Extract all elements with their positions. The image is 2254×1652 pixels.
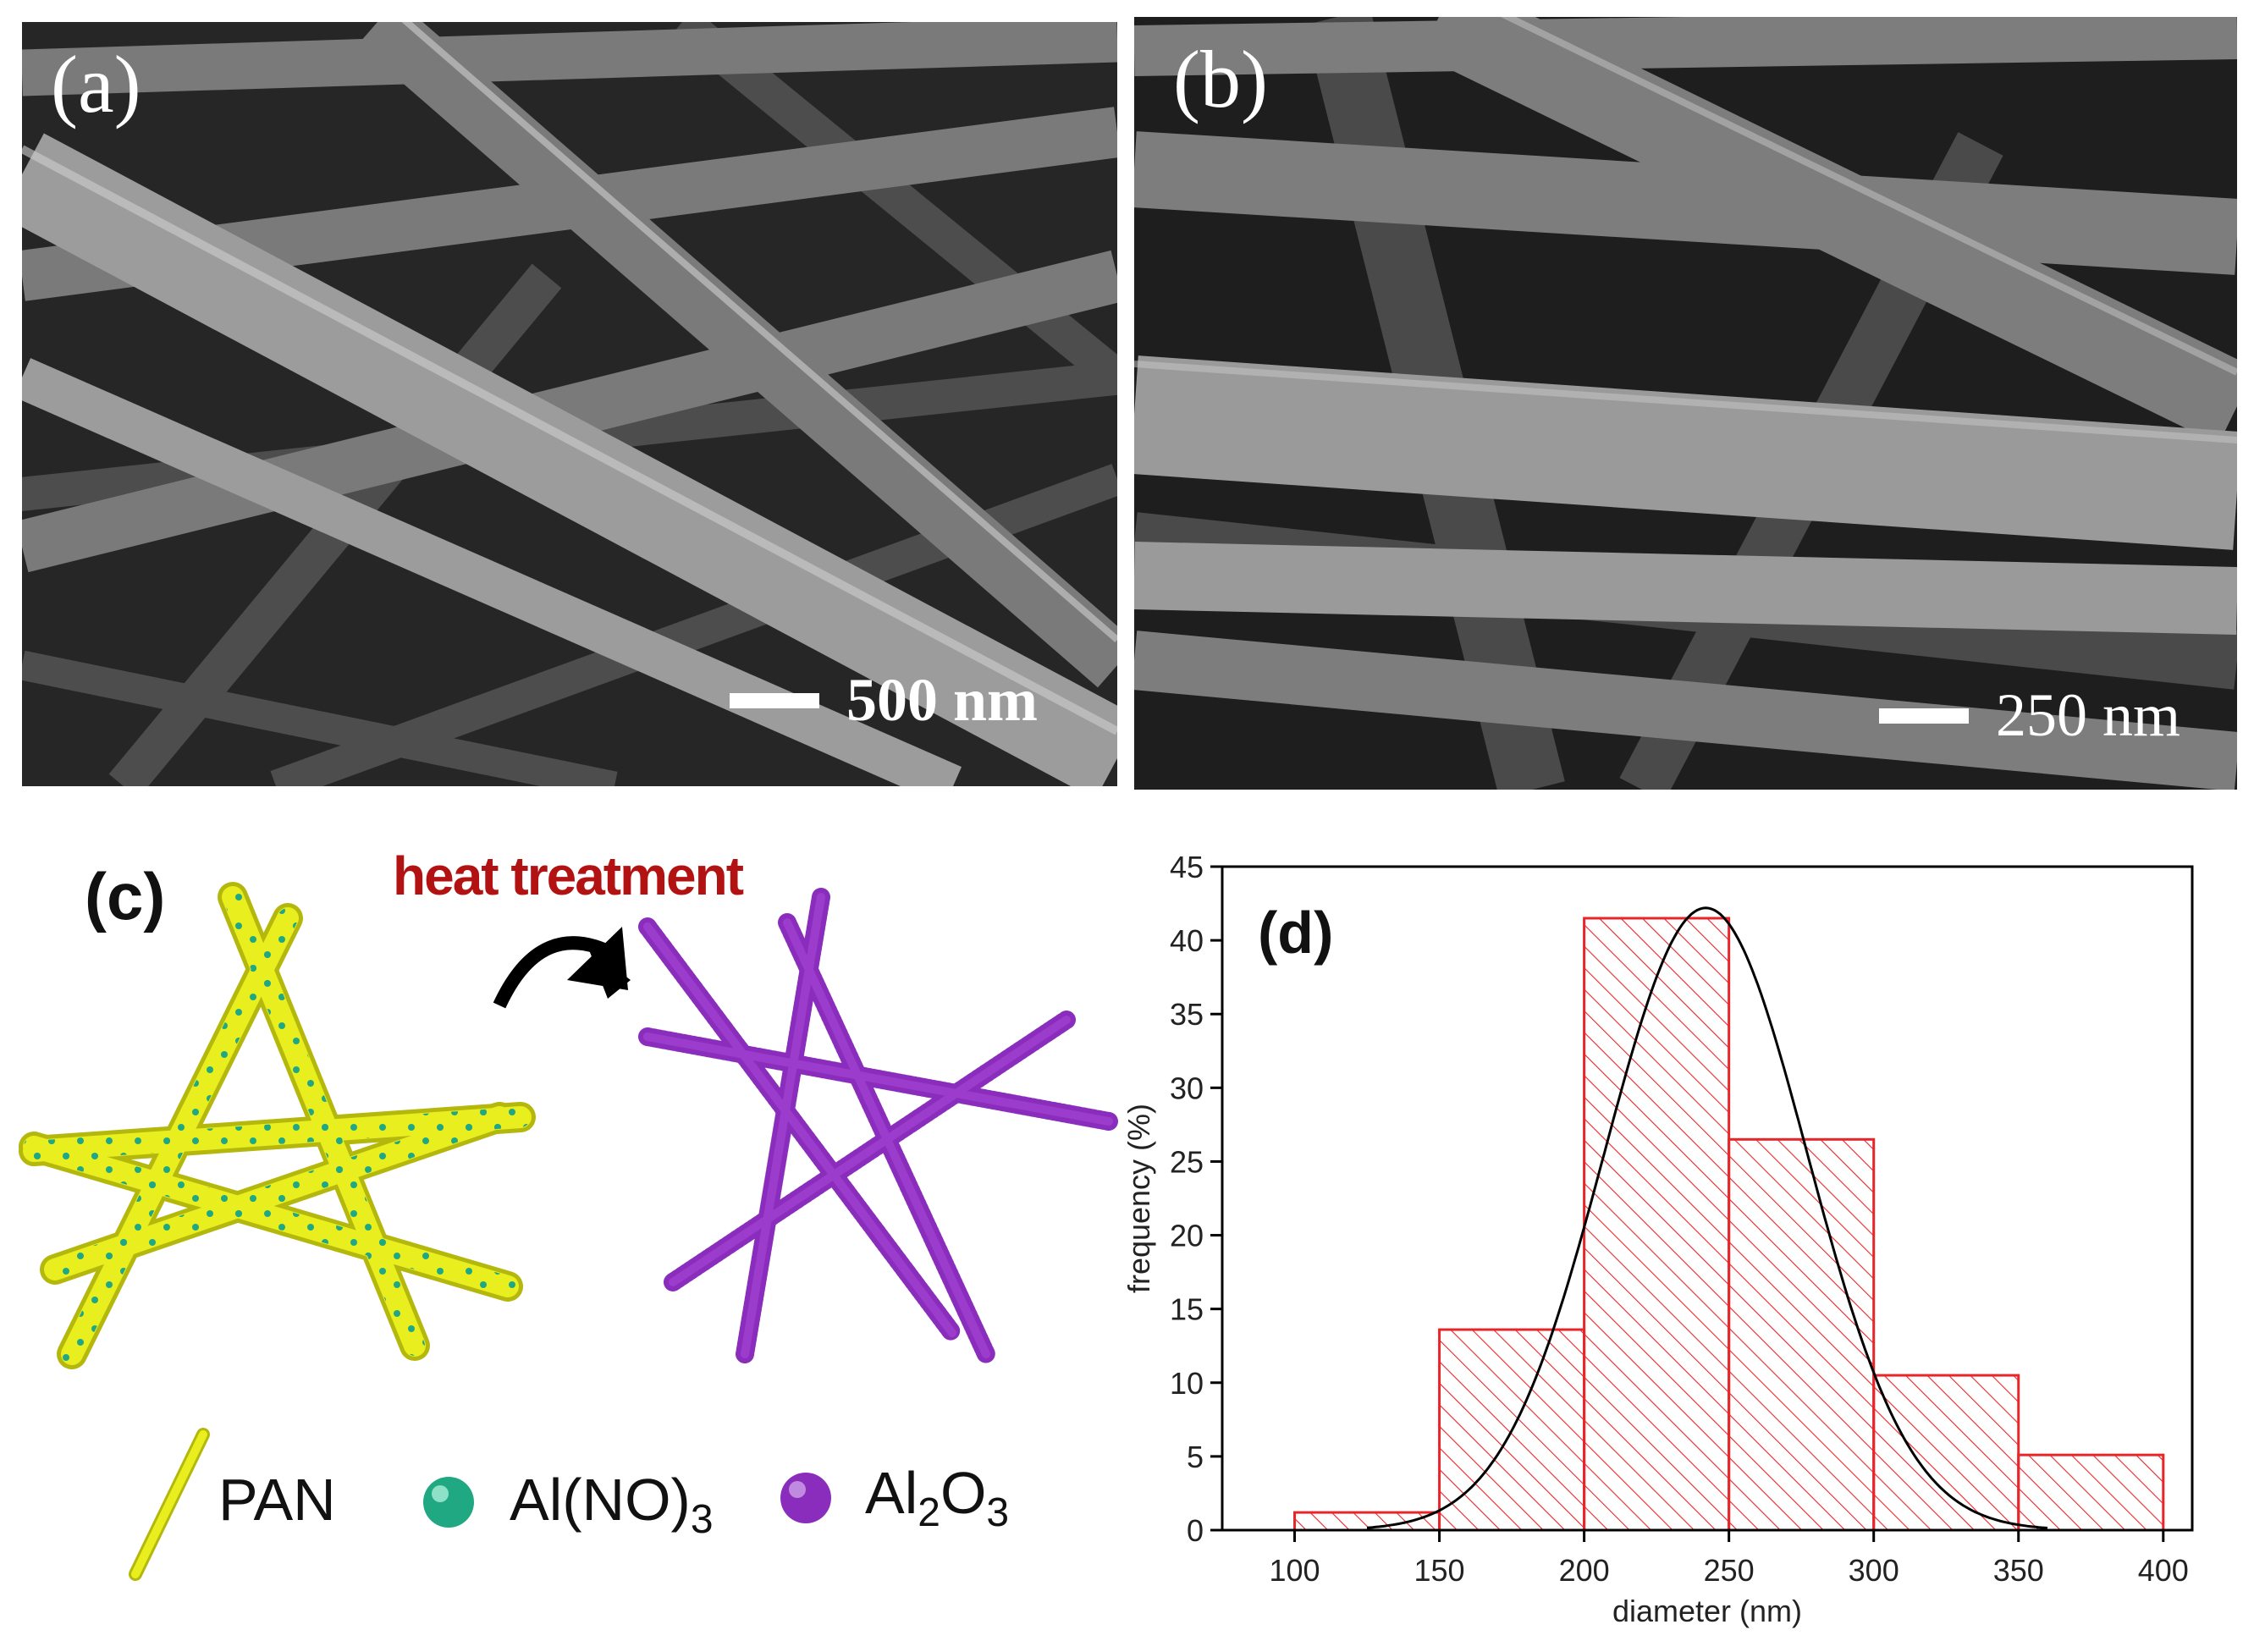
scale-text-b: 250 nm [1996,681,2181,749]
x-tick-label-300: 300 [1849,1553,1899,1588]
scale-bar-b [1879,708,1969,724]
alumina-fibers-core [643,893,1113,1358]
plot-frame [1221,865,2194,1532]
scale-text-a: 500 nm [846,666,1039,734]
legend-oxide-sub1: 2 [918,1490,940,1535]
axis-ticks: 100 150 200 250 300 350 400 0 5 10 15 20 25 30 35 40 45 [1170,850,2189,1588]
scale-a: 500 nm [730,665,1038,735]
sem-image-a: (a) 500 nm [22,22,1117,786]
panel-label-d: (d) [1258,900,1333,966]
y-tick-label-15: 15 [1170,1292,1204,1327]
x-axis-title: diameter (nm) [1612,1594,1802,1628]
schematic-panel: (c) heat treatment PAN Al(NO)3 Al2O3 [0,829,1126,1652]
x-tick-label-150: 150 [1414,1553,1465,1588]
y-tick-label-45: 45 [1170,850,1204,884]
sem-fibers-b [1134,17,2237,790]
legend-oxide: Al2O3 [865,1459,1009,1536]
legend-nitrate: Al(NO)3 [510,1466,714,1543]
legend-oxide-al: Al [865,1460,918,1526]
y-tick-label-0: 0 [1187,1513,1204,1548]
sem-image-b: (b) 250 nm [1134,17,2237,790]
panel-label-c: (c) [85,859,166,933]
y-tick-label-5: 5 [1187,1440,1204,1474]
gaussian-fit-curve [1366,906,2048,1529]
legend-nitrate-formula: Al(NO) [510,1467,691,1533]
pan-fibers [19,882,536,1369]
curved-arrow-icon [493,927,631,1009]
histogram-bar-350-400 [2017,1453,2165,1532]
panel-label-b: (b) [1173,34,1268,124]
legend-pan: PAN [218,1467,336,1533]
histogram-bar-300-350 [1872,1374,2020,1532]
histogram-bar-200-250 [1583,917,1731,1532]
y-tick-label-40: 40 [1170,923,1204,958]
x-tick-label-100: 100 [1269,1553,1320,1588]
panel-label-a: (a) [51,39,141,129]
scale-b: 250 nm [1879,680,2180,751]
pan-legend-icon [129,1428,210,1581]
x-tick-label-350: 350 [1993,1553,2044,1588]
y-tick-label-30: 30 [1170,1071,1204,1105]
legend-nitrate-subscript: 3 [690,1497,714,1542]
histogram-bar-250-300 [1728,1137,1876,1532]
legend-oxide-o: O [940,1460,987,1526]
diameter-histogram: 100 150 200 250 300 350 400051015202530354045 … [1121,850,2194,1628]
y-tick-label-25: 25 [1170,1144,1204,1179]
x-tick-label-400: 400 [2138,1553,2189,1588]
y-tick-label-10: 10 [1170,1366,1204,1401]
nitrate-legend-icon [423,1477,474,1528]
sem-fibers-a [22,22,1117,786]
y-tick-label-20: 20 [1170,1219,1204,1253]
oxide-legend-icon [780,1473,831,1523]
schematic-drawing [19,882,1118,1581]
heat-treatment-label: heat treatment [393,845,744,906]
y-axis-title: frequency (%) [1121,1104,1156,1293]
x-tick-label-200: 200 [1559,1553,1610,1588]
y-tick-label-35: 35 [1170,997,1204,1032]
histogram-panel: 100 150 200 250 300 350 400 0 5 10 15 20 25 30 35 40 45 … [1100,829,2254,1652]
scale-bar-a [730,692,819,708]
x-tick-label-250: 250 [1704,1553,1755,1588]
legend-oxide-sub2: 3 [986,1490,1010,1535]
histogram-bars [1293,917,2165,1532]
